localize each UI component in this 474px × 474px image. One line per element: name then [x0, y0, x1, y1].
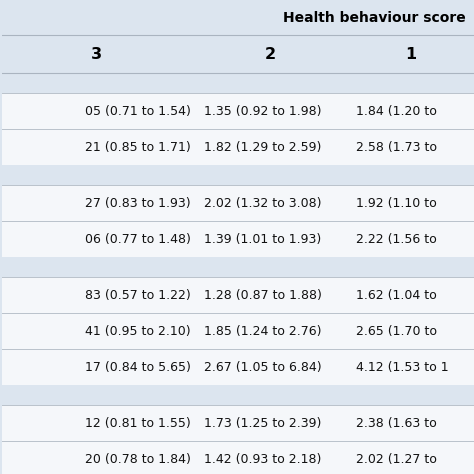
Text: 1.84 (1.20 to: 1.84 (1.20 to [356, 104, 437, 118]
Text: 1.92 (1.10 to: 1.92 (1.10 to [356, 197, 437, 210]
Text: 21 (0.85 to 1.71): 21 (0.85 to 1.71) [85, 140, 191, 154]
Text: 05 (0.71 to 1.54): 05 (0.71 to 1.54) [85, 104, 191, 118]
Text: 1.62 (1.04 to: 1.62 (1.04 to [356, 289, 437, 301]
Text: 2.65 (1.70 to: 2.65 (1.70 to [356, 325, 437, 337]
Text: 1: 1 [405, 46, 417, 62]
Bar [0, 441, 474, 474]
Text: 12 (0.81 to 1.55): 12 (0.81 to 1.55) [85, 417, 191, 429]
Text: Health behaviour score: Health behaviour score [283, 11, 466, 25]
Bar [0, 35, 474, 73]
Bar [0, 185, 474, 221]
Text: 83 (0.57 to 1.22): 83 (0.57 to 1.22) [85, 289, 191, 301]
Text: 2.22 (1.56 to: 2.22 (1.56 to [356, 233, 437, 246]
Text: 1.39 (1.01 to 1.93): 1.39 (1.01 to 1.93) [204, 233, 321, 246]
Text: 27 (0.83 to 1.93): 27 (0.83 to 1.93) [85, 197, 191, 210]
Bar [0, 0, 2, 474]
Text: 1.82 (1.29 to 2.59): 1.82 (1.29 to 2.59) [204, 140, 321, 154]
Bar [0, 277, 474, 313]
Text: 1.73 (1.25 to 2.39): 1.73 (1.25 to 2.39) [204, 417, 321, 429]
Bar [0, 221, 474, 257]
Bar [0, 93, 474, 129]
Text: 1.85 (1.24 to 2.76): 1.85 (1.24 to 2.76) [204, 325, 321, 337]
Text: 17 (0.84 to 5.65): 17 (0.84 to 5.65) [85, 361, 191, 374]
Text: 2.38 (1.63 to: 2.38 (1.63 to [356, 417, 437, 429]
Text: 3: 3 [91, 46, 101, 62]
Text: 2.58 (1.73 to: 2.58 (1.73 to [356, 140, 437, 154]
Text: 41 (0.95 to 2.10): 41 (0.95 to 2.10) [85, 325, 191, 337]
Bar [0, 129, 474, 165]
Bar [0, 349, 474, 385]
Text: 2.02 (1.32 to 3.08): 2.02 (1.32 to 3.08) [204, 197, 321, 210]
Bar [0, 0, 474, 35]
Text: 06 (0.77 to 1.48): 06 (0.77 to 1.48) [85, 233, 191, 246]
Text: 1.28 (0.87 to 1.88): 1.28 (0.87 to 1.88) [204, 289, 322, 301]
Text: 1.35 (0.92 to 1.98): 1.35 (0.92 to 1.98) [204, 104, 321, 118]
Text: 2: 2 [264, 46, 275, 62]
Text: 1.42 (0.93 to 2.18): 1.42 (0.93 to 2.18) [204, 453, 321, 465]
Text: 2.02 (1.27 to: 2.02 (1.27 to [356, 453, 437, 465]
Text: 20 (0.78 to 1.84): 20 (0.78 to 1.84) [85, 453, 191, 465]
Text: 4.12 (1.53 to 1: 4.12 (1.53 to 1 [356, 361, 448, 374]
Text: 2.67 (1.05 to 6.84): 2.67 (1.05 to 6.84) [204, 361, 322, 374]
Bar [0, 313, 474, 349]
Bar [0, 405, 474, 441]
